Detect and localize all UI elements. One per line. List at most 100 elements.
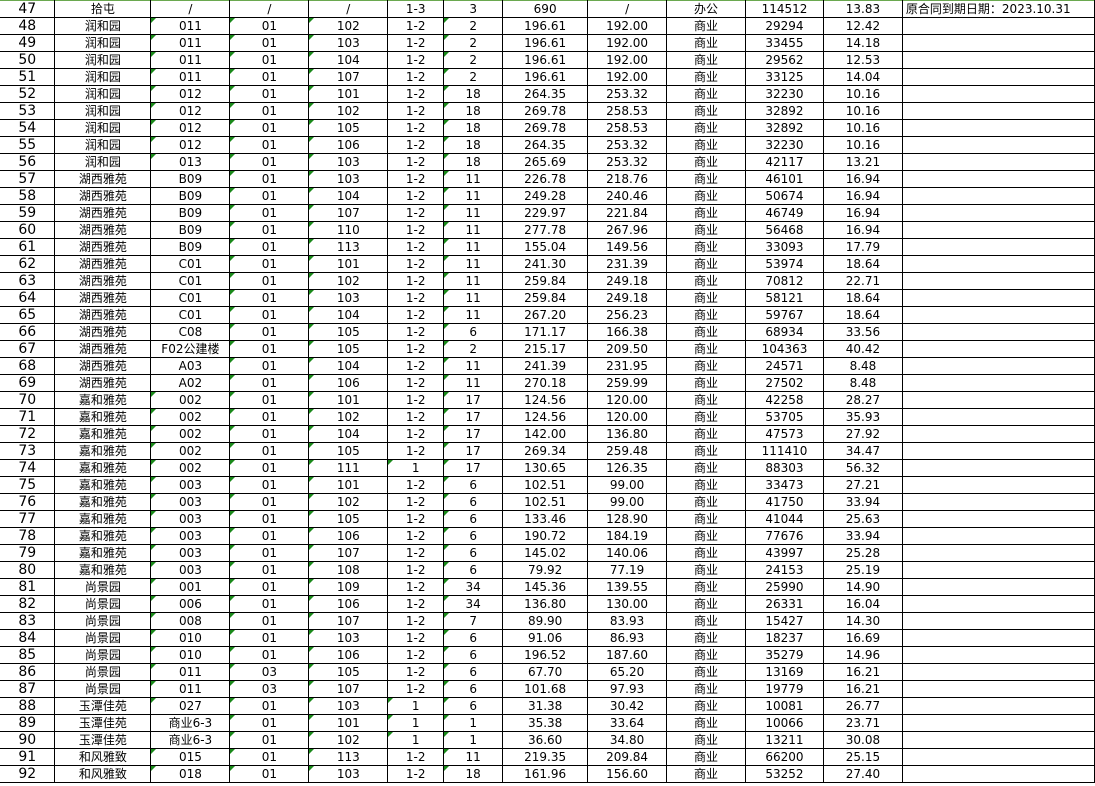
cell-inner-area[interactable]: / bbox=[587, 0, 668, 18]
cell-unit[interactable]: 01 bbox=[229, 153, 310, 171]
cell-building[interactable]: 027 bbox=[150, 697, 231, 715]
cell-building[interactable]: C01 bbox=[150, 272, 231, 290]
cell-community[interactable]: 玉潭佳苑 bbox=[54, 697, 152, 715]
row-header[interactable]: 82 bbox=[0, 595, 56, 613]
cell-rent[interactable]: 68934 bbox=[745, 323, 824, 341]
cell-rent[interactable]: 43997 bbox=[745, 544, 824, 562]
cell-unit[interactable]: 01 bbox=[229, 561, 310, 579]
cell-room[interactable]: 106 bbox=[308, 374, 389, 392]
row-header[interactable]: 59 bbox=[0, 204, 56, 222]
cell-remark[interactable]: 原合同到期日期：2023.10.31 bbox=[901, 0, 1095, 18]
cell-building-area[interactable]: 196.61 bbox=[502, 51, 589, 69]
cell-rent[interactable]: 33455 bbox=[745, 34, 824, 52]
cell-remark[interactable] bbox=[901, 629, 1095, 647]
cell-total-floors[interactable]: 11 bbox=[443, 272, 504, 290]
row-header[interactable]: 73 bbox=[0, 442, 56, 460]
cell-community[interactable]: 嘉和雅苑 bbox=[54, 510, 152, 528]
cell-remark[interactable] bbox=[901, 476, 1095, 494]
cell-usage[interactable]: 商业 bbox=[666, 765, 746, 783]
cell-building-area[interactable]: 219.35 bbox=[502, 748, 589, 766]
cell-room[interactable]: 104 bbox=[308, 187, 389, 205]
cell-remark[interactable] bbox=[901, 765, 1095, 783]
cell-unit-price[interactable]: 14.30 bbox=[822, 612, 903, 630]
cell-unit[interactable]: 01 bbox=[229, 408, 310, 426]
cell-floor[interactable]: 1 bbox=[387, 714, 445, 732]
cell-usage[interactable]: 商业 bbox=[666, 578, 746, 596]
cell-inner-area[interactable]: 120.00 bbox=[587, 408, 668, 426]
cell-unit-price[interactable]: 18.64 bbox=[822, 255, 903, 273]
cell-total-floors[interactable]: 2 bbox=[443, 34, 504, 52]
cell-room[interactable]: 109 bbox=[308, 578, 389, 596]
cell-community[interactable]: 湖西雅苑 bbox=[54, 306, 152, 324]
cell-floor[interactable]: 1-2 bbox=[387, 765, 445, 783]
cell-unit-price[interactable]: 56.32 bbox=[822, 459, 903, 477]
cell-room[interactable]: 101 bbox=[308, 714, 389, 732]
cell-building[interactable]: C01 bbox=[150, 255, 231, 273]
cell-rent[interactable]: 88303 bbox=[745, 459, 824, 477]
cell-building-area[interactable]: 102.51 bbox=[502, 493, 589, 511]
cell-floor[interactable]: 1-2 bbox=[387, 391, 445, 409]
cell-remark[interactable] bbox=[901, 459, 1095, 477]
cell-usage[interactable]: 商业 bbox=[666, 697, 746, 715]
cell-rent[interactable]: 33125 bbox=[745, 68, 824, 86]
cell-remark[interactable] bbox=[901, 374, 1095, 392]
cell-inner-area[interactable]: 258.53 bbox=[587, 119, 668, 137]
cell-inner-area[interactable]: 128.90 bbox=[587, 510, 668, 528]
cell-inner-area[interactable]: 249.18 bbox=[587, 272, 668, 290]
cell-remark[interactable] bbox=[901, 289, 1095, 307]
cell-unit[interactable]: 01 bbox=[229, 85, 310, 103]
cell-building[interactable]: 012 bbox=[150, 102, 231, 120]
cell-floor[interactable]: 1-2 bbox=[387, 340, 445, 358]
cell-room[interactable]: 106 bbox=[308, 136, 389, 154]
cell-unit-price[interactable]: 25.28 bbox=[822, 544, 903, 562]
cell-total-floors[interactable]: 3 bbox=[443, 0, 504, 18]
cell-usage[interactable]: 商业 bbox=[666, 51, 746, 69]
cell-usage[interactable]: 商业 bbox=[666, 170, 746, 188]
cell-room[interactable]: 105 bbox=[308, 663, 389, 681]
cell-total-floors[interactable]: 34 bbox=[443, 595, 504, 613]
cell-community[interactable]: 湖西雅苑 bbox=[54, 238, 152, 256]
row-header[interactable]: 92 bbox=[0, 765, 56, 783]
cell-usage[interactable]: 商业 bbox=[666, 272, 746, 290]
cell-floor[interactable]: 1 bbox=[387, 459, 445, 477]
cell-unit-price[interactable]: 16.94 bbox=[822, 221, 903, 239]
cell-community[interactable]: 嘉和雅苑 bbox=[54, 391, 152, 409]
cell-usage[interactable]: 商业 bbox=[666, 714, 746, 732]
cell-unit-price[interactable]: 16.94 bbox=[822, 204, 903, 222]
cell-building-area[interactable]: 269.34 bbox=[502, 442, 589, 460]
cell-inner-area[interactable]: 259.48 bbox=[587, 442, 668, 460]
cell-building[interactable]: 002 bbox=[150, 459, 231, 477]
cell-unit[interactable]: 01 bbox=[229, 578, 310, 596]
cell-room[interactable]: 113 bbox=[308, 748, 389, 766]
row-header[interactable]: 67 bbox=[0, 340, 56, 358]
cell-unit[interactable]: 01 bbox=[229, 136, 310, 154]
cell-inner-area[interactable]: 99.00 bbox=[587, 493, 668, 511]
cell-unit-price[interactable]: 16.04 bbox=[822, 595, 903, 613]
cell-usage[interactable]: 商业 bbox=[666, 459, 746, 477]
cell-remark[interactable] bbox=[901, 272, 1095, 290]
cell-floor[interactable]: 1-2 bbox=[387, 578, 445, 596]
cell-rent[interactable]: 10081 bbox=[745, 697, 824, 715]
cell-community[interactable]: 润和园 bbox=[54, 68, 152, 86]
cell-usage[interactable]: 商业 bbox=[666, 17, 746, 35]
cell-inner-area[interactable]: 209.84 bbox=[587, 748, 668, 766]
cell-unit[interactable]: 01 bbox=[229, 272, 310, 290]
row-header[interactable]: 48 bbox=[0, 17, 56, 35]
cell-building-area[interactable]: 259.84 bbox=[502, 272, 589, 290]
cell-rent[interactable]: 56468 bbox=[745, 221, 824, 239]
cell-inner-area[interactable]: 184.19 bbox=[587, 527, 668, 545]
cell-unit-price[interactable]: 16.21 bbox=[822, 663, 903, 681]
cell-usage[interactable]: 商业 bbox=[666, 748, 746, 766]
cell-total-floors[interactable]: 6 bbox=[443, 697, 504, 715]
row-header[interactable]: 47 bbox=[0, 0, 56, 18]
cell-inner-area[interactable]: 218.76 bbox=[587, 170, 668, 188]
cell-total-floors[interactable]: 11 bbox=[443, 374, 504, 392]
cell-unit-price[interactable]: 27.92 bbox=[822, 425, 903, 443]
cell-building[interactable]: B09 bbox=[150, 238, 231, 256]
cell-total-floors[interactable]: 17 bbox=[443, 391, 504, 409]
cell-remark[interactable] bbox=[901, 714, 1095, 732]
cell-building-area[interactable]: 155.04 bbox=[502, 238, 589, 256]
cell-room[interactable]: 105 bbox=[308, 442, 389, 460]
cell-unit[interactable]: 01 bbox=[229, 187, 310, 205]
cell-building[interactable]: B09 bbox=[150, 221, 231, 239]
